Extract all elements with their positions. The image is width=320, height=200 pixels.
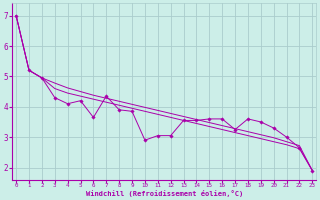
X-axis label: Windchill (Refroidissement éolien,°C): Windchill (Refroidissement éolien,°C): [85, 190, 243, 197]
